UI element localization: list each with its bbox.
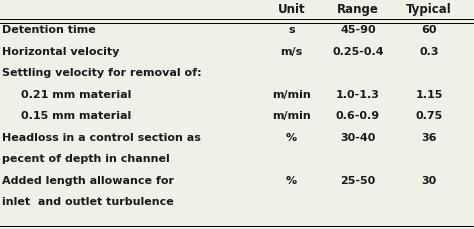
Text: 30: 30 (421, 176, 437, 186)
Text: 25-50: 25-50 (340, 176, 375, 186)
Text: m/min: m/min (272, 111, 311, 121)
Text: pecent of depth in channel: pecent of depth in channel (2, 154, 170, 164)
Text: 1.0-1.3: 1.0-1.3 (336, 90, 380, 100)
Text: 60: 60 (421, 25, 437, 35)
Text: Settling velocity for removal of:: Settling velocity for removal of: (2, 68, 202, 78)
Text: 1.15: 1.15 (415, 90, 443, 100)
Text: 0.21 mm material: 0.21 mm material (21, 90, 132, 100)
Text: Detention time: Detention time (2, 25, 96, 35)
Text: 45-90: 45-90 (340, 25, 376, 35)
Text: m/s: m/s (281, 47, 302, 57)
Text: 0.15 mm material: 0.15 mm material (21, 111, 132, 121)
Text: Range: Range (337, 3, 379, 16)
Text: 0.25-0.4: 0.25-0.4 (332, 47, 383, 57)
Text: 0.3: 0.3 (419, 47, 439, 57)
Text: Horizontal velocity: Horizontal velocity (2, 47, 120, 57)
Text: Headloss in a control section as: Headloss in a control section as (2, 133, 201, 143)
Text: 0.6-0.9: 0.6-0.9 (336, 111, 380, 121)
Text: %: % (286, 176, 297, 186)
Text: Unit: Unit (278, 3, 305, 16)
Text: 36: 36 (421, 133, 437, 143)
Text: s: s (288, 25, 295, 35)
Text: m/min: m/min (272, 90, 311, 100)
Text: Typical: Typical (406, 3, 452, 16)
Text: %: % (286, 133, 297, 143)
Text: Added length allowance for: Added length allowance for (2, 176, 174, 186)
Text: 0.75: 0.75 (415, 111, 443, 121)
Text: 30-40: 30-40 (340, 133, 375, 143)
Text: inlet  and outlet turbulence: inlet and outlet turbulence (2, 197, 174, 207)
